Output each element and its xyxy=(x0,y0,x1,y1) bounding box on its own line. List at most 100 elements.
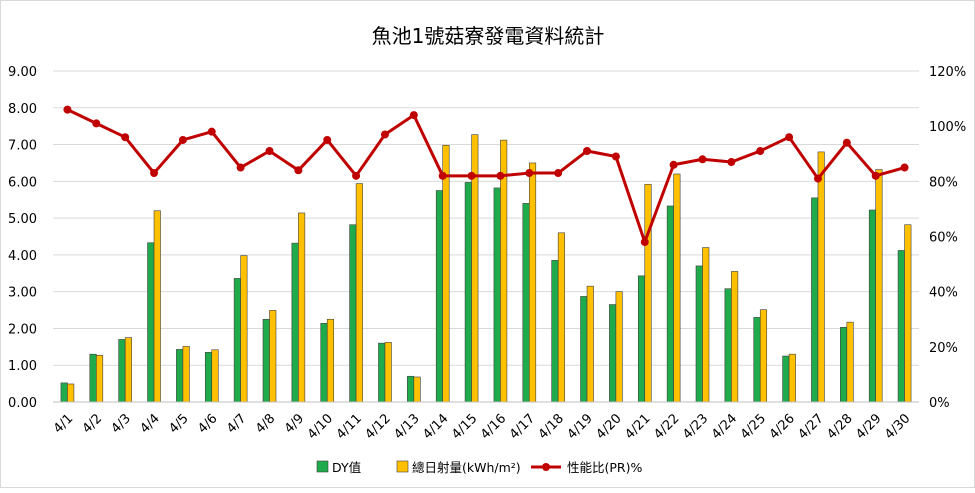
pr-line xyxy=(66,108,905,244)
irradiance-bar xyxy=(67,383,75,403)
x-tick-label: 4/3 xyxy=(109,411,134,436)
dy-bar xyxy=(147,242,155,403)
x-tick-label: 4/25 xyxy=(738,411,769,442)
dy-bar xyxy=(291,242,299,403)
irradiance-bar xyxy=(153,210,161,403)
pr-point xyxy=(294,166,303,175)
y-left-tick-label: 4.00 xyxy=(8,249,37,264)
dy-bar xyxy=(840,327,848,403)
dy-bar xyxy=(378,342,386,403)
x-tick-label: 4/20 xyxy=(593,411,624,442)
irradiance-bar xyxy=(240,255,248,403)
y-left-tick-label: 7.00 xyxy=(8,139,37,154)
pr-point xyxy=(669,160,678,169)
pr-point xyxy=(496,171,505,180)
irradiance-bar xyxy=(326,318,335,403)
x-tick-label: 4/23 xyxy=(680,411,711,442)
y-left-tick-label: 3.00 xyxy=(8,286,37,301)
irradiance-bar xyxy=(413,376,421,403)
pr-point xyxy=(207,127,216,136)
x-tick-label: 4/28 xyxy=(824,411,855,442)
pr-point xyxy=(583,146,592,155)
pr-point xyxy=(698,155,707,164)
dy-bar xyxy=(60,382,68,403)
irradiance-bar xyxy=(528,162,537,403)
irradiance-bar xyxy=(759,309,768,403)
pr-point xyxy=(871,171,880,180)
pr-point xyxy=(900,163,909,172)
y-right-tick-label: 60% xyxy=(929,231,958,246)
y-left-tick-label: 5.00 xyxy=(8,212,37,227)
pr-point xyxy=(409,111,418,120)
x-tick-label: 4/27 xyxy=(796,411,827,442)
x-tick-label: 4/1 xyxy=(51,411,76,436)
chart-title: 魚池1號菇寮發電資料統計 xyxy=(372,24,605,48)
pr-point xyxy=(236,163,245,172)
dy-bar xyxy=(522,203,530,403)
pr-point xyxy=(150,169,159,178)
pr-point xyxy=(178,135,187,144)
dy-bar xyxy=(637,275,646,403)
y-left-tick-label: 0.00 xyxy=(8,396,37,411)
irradiance-bar xyxy=(182,346,190,403)
x-tick-label: 4/22 xyxy=(651,411,682,442)
y-left-tick-label: 1.00 xyxy=(8,359,37,374)
dy-bar xyxy=(464,182,472,403)
irradiance-bar xyxy=(644,183,652,403)
x-tick-label: 4/24 xyxy=(709,411,740,442)
legend: DY值 總日射量(kWh/m²) 性能比(PR)% xyxy=(316,460,642,475)
irradiance-bar xyxy=(269,310,277,403)
y-left-tick-label: 6.00 xyxy=(8,175,37,190)
dy-bar xyxy=(666,205,674,403)
irradiance-bar xyxy=(702,247,710,403)
dy-bar xyxy=(407,375,415,403)
dy-bar xyxy=(262,318,270,403)
pr-point xyxy=(785,133,794,142)
pr-point xyxy=(756,146,765,155)
irradiance-bar xyxy=(788,353,796,403)
y-right-tick-label: 120% xyxy=(929,65,966,80)
dy-bar xyxy=(868,209,877,403)
x-tick-label: 4/16 xyxy=(478,411,509,442)
irradiance-bar xyxy=(124,337,132,403)
bars-layer xyxy=(60,134,912,403)
x-tick-label: 4/10 xyxy=(305,411,336,442)
y-right-tick-label: 80% xyxy=(929,175,958,190)
x-tick-label: 4/13 xyxy=(391,411,422,442)
dy-bar xyxy=(551,260,559,403)
irradiance-bar xyxy=(557,232,565,403)
irradiance-bar xyxy=(846,321,854,403)
y-left-tick-label: 2.00 xyxy=(8,322,37,337)
legend-marker xyxy=(542,463,550,471)
irradiance-bar xyxy=(673,173,681,403)
irradiance-bar xyxy=(384,342,392,403)
pr-point xyxy=(92,119,101,128)
x-tick-label: 4/2 xyxy=(80,411,105,436)
irradiance-bar xyxy=(96,354,104,403)
irradiance-bar xyxy=(355,183,363,403)
pr-point xyxy=(727,158,736,167)
x-tick-label: 4/21 xyxy=(622,411,653,442)
pr-point xyxy=(352,171,361,180)
dy-bar xyxy=(897,250,905,403)
y-right-tick-label: 20% xyxy=(929,341,958,356)
irradiance-bar xyxy=(442,144,450,403)
pr-point xyxy=(554,169,563,178)
x-tick-label: 4/12 xyxy=(363,411,394,442)
irradiance-bar xyxy=(615,291,623,403)
legend-swatch xyxy=(396,460,409,473)
dy-bar xyxy=(349,224,357,403)
dy-bar xyxy=(493,187,501,403)
x-tick-label: 4/18 xyxy=(536,411,567,442)
pr-point xyxy=(380,130,389,139)
dy-bar xyxy=(204,352,213,403)
pr-point xyxy=(611,152,620,161)
x-tick-label: 4/19 xyxy=(565,411,596,442)
irradiance-bar xyxy=(904,224,912,403)
y-right-tick-label: 100% xyxy=(929,120,966,135)
x-tick-label: 4/26 xyxy=(767,411,798,442)
dy-bar xyxy=(609,304,617,403)
y-left-tick-label: 9.00 xyxy=(8,65,37,80)
pr-line-layer xyxy=(63,105,909,247)
